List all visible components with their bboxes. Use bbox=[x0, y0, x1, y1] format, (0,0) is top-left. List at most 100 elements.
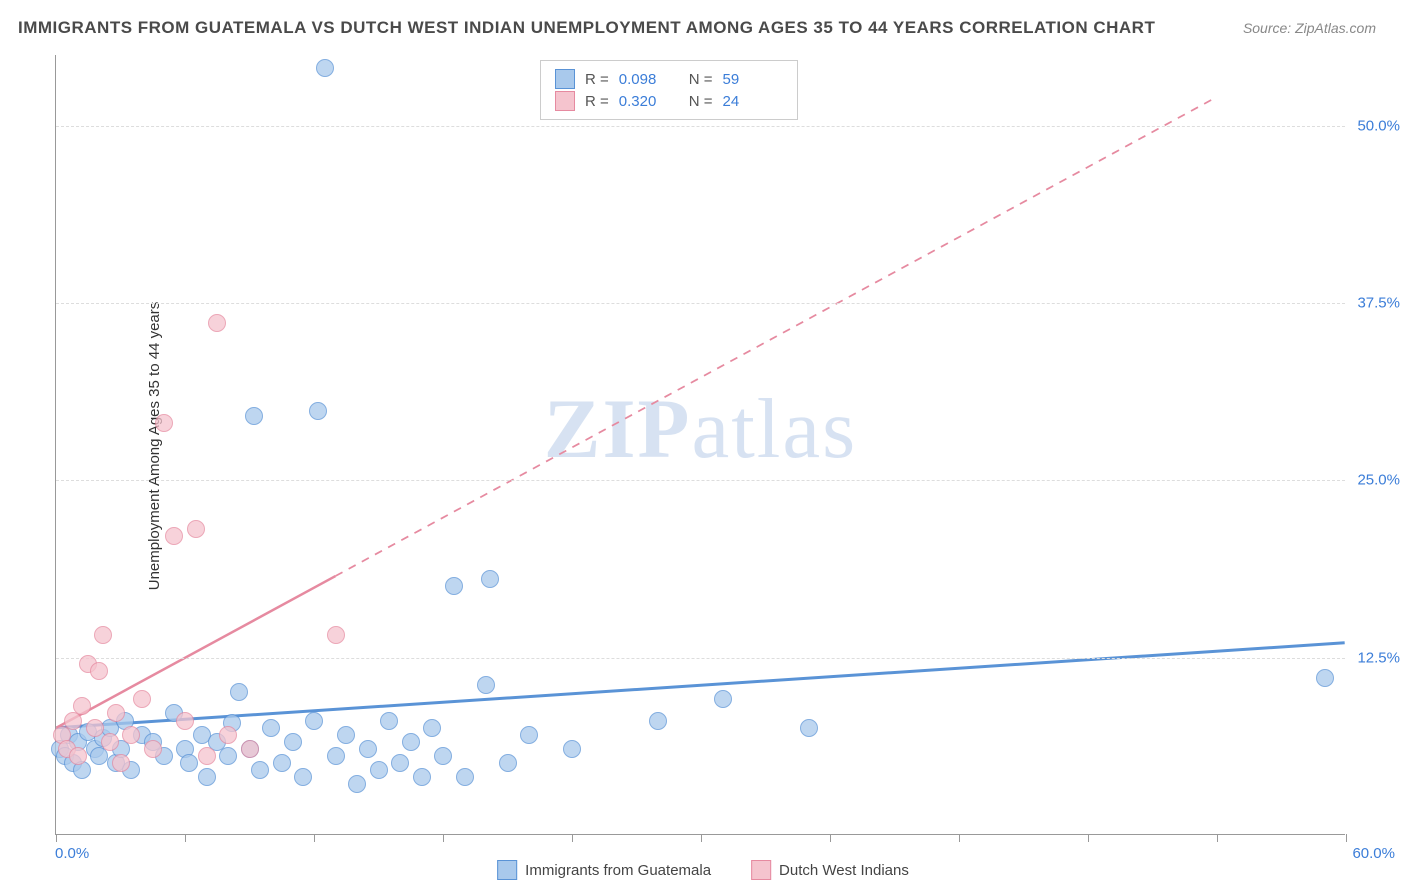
data-point bbox=[187, 520, 205, 538]
x-tick bbox=[572, 834, 573, 842]
legend-swatch bbox=[497, 860, 517, 880]
data-point bbox=[359, 740, 377, 758]
data-point bbox=[230, 683, 248, 701]
data-point bbox=[155, 414, 173, 432]
data-point bbox=[327, 747, 345, 765]
data-point bbox=[402, 733, 420, 751]
source-label: Source: ZipAtlas.com bbox=[1243, 20, 1376, 36]
data-point bbox=[273, 754, 291, 772]
data-point bbox=[73, 697, 91, 715]
data-point bbox=[180, 754, 198, 772]
data-point bbox=[649, 712, 667, 730]
data-point bbox=[245, 407, 263, 425]
data-point bbox=[144, 740, 162, 758]
data-point bbox=[327, 626, 345, 644]
x-tick bbox=[314, 834, 315, 842]
legend-r-label: R = bbox=[585, 93, 609, 110]
plot-area: ZIPatlas 12.5%25.0%37.5%50.0%60.0% bbox=[55, 55, 1345, 835]
data-point bbox=[413, 768, 431, 786]
chart-title: IMMIGRANTS FROM GUATEMALA VS DUTCH WEST … bbox=[18, 18, 1155, 38]
data-point bbox=[714, 690, 732, 708]
y-tick-label: 12.5% bbox=[1357, 649, 1400, 666]
data-point bbox=[262, 719, 280, 737]
data-point bbox=[94, 626, 112, 644]
data-point bbox=[219, 726, 237, 744]
x-tick bbox=[443, 834, 444, 842]
data-point bbox=[251, 761, 269, 779]
data-point bbox=[800, 719, 818, 737]
data-point bbox=[133, 690, 151, 708]
legend-n-value: 59 bbox=[723, 71, 783, 88]
data-point bbox=[348, 775, 366, 793]
data-point bbox=[198, 768, 216, 786]
data-point bbox=[305, 712, 323, 730]
gridline bbox=[56, 480, 1345, 481]
series-legend: Immigrants from Guatemala Dutch West Indi… bbox=[497, 860, 909, 880]
data-point bbox=[456, 768, 474, 786]
legend-swatch bbox=[751, 860, 771, 880]
x-tick bbox=[701, 834, 702, 842]
data-point bbox=[86, 719, 104, 737]
data-point bbox=[423, 719, 441, 737]
legend-r-value: 0.320 bbox=[619, 93, 679, 110]
data-point bbox=[176, 712, 194, 730]
x-tick bbox=[830, 834, 831, 842]
x-axis-max-label: 60.0% bbox=[1352, 845, 1395, 862]
data-point bbox=[370, 761, 388, 779]
trend-line-dashed bbox=[335, 97, 1215, 576]
gridline bbox=[56, 303, 1345, 304]
legend-n-label: N = bbox=[689, 93, 713, 110]
data-point bbox=[294, 768, 312, 786]
data-point bbox=[241, 740, 259, 758]
data-point bbox=[380, 712, 398, 730]
data-point bbox=[445, 577, 463, 595]
data-point bbox=[208, 314, 226, 332]
trend-line-solid bbox=[56, 576, 335, 728]
data-point bbox=[219, 747, 237, 765]
data-point bbox=[69, 747, 87, 765]
data-point bbox=[112, 754, 130, 772]
correlation-legend: R = 0.098 N = 59 R = 0.320 N = 24 bbox=[540, 60, 798, 120]
gridline bbox=[56, 658, 1345, 659]
data-point bbox=[284, 733, 302, 751]
data-point bbox=[198, 747, 216, 765]
y-tick-label: 37.5% bbox=[1357, 295, 1400, 312]
legend-row: R = 0.320 N = 24 bbox=[555, 91, 783, 111]
x-tick bbox=[1346, 834, 1347, 842]
data-point bbox=[477, 676, 495, 694]
data-point bbox=[481, 570, 499, 588]
x-tick bbox=[959, 834, 960, 842]
data-point bbox=[101, 733, 119, 751]
trend-lines-layer bbox=[56, 55, 1345, 834]
legend-item: Dutch West Indians bbox=[751, 860, 909, 880]
legend-row: R =0.098N =59 bbox=[555, 69, 783, 89]
data-point bbox=[165, 527, 183, 545]
data-point bbox=[337, 726, 355, 744]
y-tick-label: 50.0% bbox=[1357, 117, 1400, 134]
x-tick bbox=[56, 834, 57, 842]
data-point bbox=[107, 704, 125, 722]
y-tick-label: 25.0% bbox=[1357, 472, 1400, 489]
data-point bbox=[122, 726, 140, 744]
data-point bbox=[520, 726, 538, 744]
legend-series-name: Dutch West Indians bbox=[779, 862, 909, 879]
data-point bbox=[316, 59, 334, 77]
data-point bbox=[499, 754, 517, 772]
legend-r-value: 0.098 bbox=[619, 71, 679, 88]
legend-n-label: N = bbox=[689, 71, 713, 88]
data-point bbox=[90, 662, 108, 680]
data-point bbox=[309, 402, 327, 420]
legend-item: Immigrants from Guatemala bbox=[497, 860, 711, 880]
trend-line-solid bbox=[56, 643, 1344, 728]
x-tick bbox=[185, 834, 186, 842]
legend-n-value: 24 bbox=[723, 93, 783, 110]
data-point bbox=[563, 740, 581, 758]
data-point bbox=[1316, 669, 1334, 687]
watermark: ZIPatlas bbox=[544, 380, 857, 478]
x-axis-min-label: 0.0% bbox=[55, 845, 89, 862]
legend-swatch bbox=[555, 91, 575, 111]
legend-swatch bbox=[555, 69, 575, 89]
data-point bbox=[434, 747, 452, 765]
legend-series-name: Immigrants from Guatemala bbox=[525, 862, 711, 879]
x-tick bbox=[1217, 834, 1218, 842]
